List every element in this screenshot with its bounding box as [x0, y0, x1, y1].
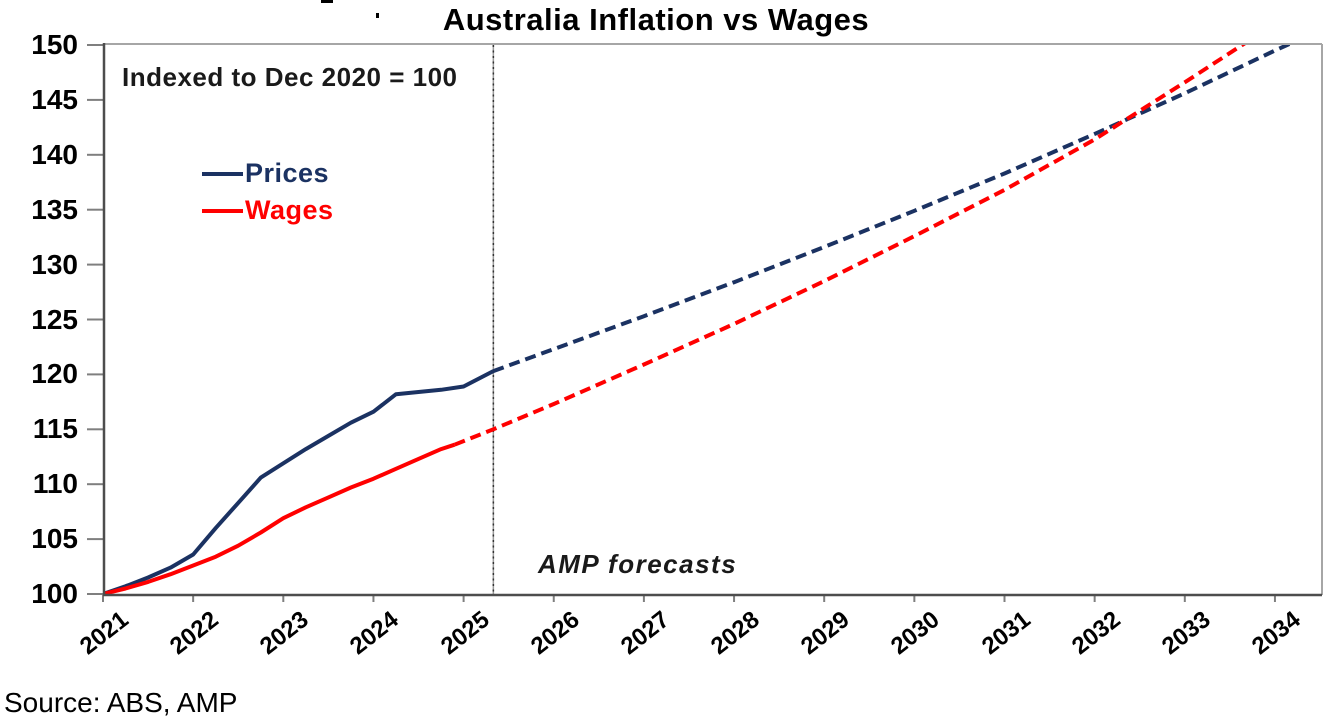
y-tick-label-150: 150 [31, 29, 78, 60]
y-tick-label-115: 115 [32, 413, 78, 445]
series-prices-amp-forecast- [492, 45, 1293, 373]
forecast-annotation: AMP forecasts [538, 549, 738, 579]
cropped-text-artifact [376, 13, 379, 18]
source-note: Source: ABS, AMP [4, 687, 238, 718]
legend-item-prices: Prices [202, 155, 334, 192]
legend-label-prices: Prices [245, 158, 330, 188]
y-tick-label-100: 100 [31, 578, 78, 609]
legend: Prices Wages [202, 155, 334, 229]
series-prices-actual- [103, 369, 495, 595]
legend-item-wages: Wages [202, 192, 334, 229]
wages-line-swatch [202, 208, 243, 213]
y-tick-label-110: 110 [32, 468, 78, 500]
y-tick-label-140: 140 [31, 138, 78, 170]
index-annotation: Indexed to Dec 2020 = 100 [122, 62, 458, 92]
prices-line-swatch [202, 171, 243, 176]
series-wages-actual- [103, 442, 456, 595]
cropped-text-artifact [321, 0, 333, 3]
chart-title: Australia Inflation vs Wages [442, 2, 870, 37]
y-tick-label-135: 135 [31, 193, 78, 225]
series-wages-amp-forecast- [453, 45, 1246, 447]
y-tick-label-105: 105 [31, 523, 78, 555]
legend-label-wages: Wages [245, 195, 334, 225]
y-tick-label-130: 130 [31, 248, 78, 280]
y-tick-label-145: 145 [31, 83, 78, 115]
y-tick-label-125: 125 [31, 303, 78, 335]
y-tick-label-120: 120 [31, 358, 78, 390]
